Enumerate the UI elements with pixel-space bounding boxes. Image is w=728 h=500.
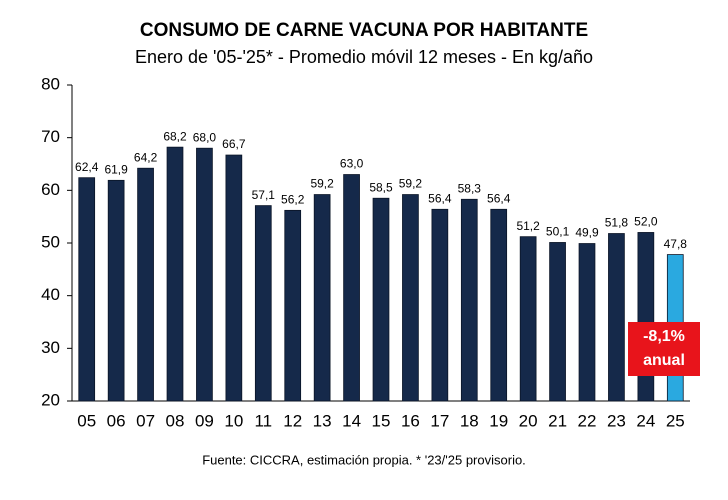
annotation-text: -8,1% (643, 328, 685, 345)
x-tick-label: 18 (460, 411, 479, 430)
x-tick-label: 10 (224, 411, 243, 430)
x-tick-label: 08 (166, 411, 185, 430)
y-tick-label: 30 (41, 338, 60, 357)
x-tick-label: 15 (372, 411, 391, 430)
x-tick-label: 16 (401, 411, 420, 430)
bar (372, 197, 390, 402)
value-label: 51,2 (516, 219, 540, 233)
chart-subtitle: Enero de '05-'25* - Promedio móvil 12 me… (135, 47, 593, 67)
x-tick-label: 20 (519, 411, 538, 430)
y-tick-label: 80 (41, 74, 60, 93)
x-tick-label: 13 (313, 411, 332, 430)
source-note: Fuente: CICCRA, estimación propia. * '23… (202, 452, 526, 467)
value-label: 51,8 (605, 216, 629, 230)
value-label: 59,2 (310, 177, 334, 191)
chart-title: CONSUMO DE CARNE VACUNA POR HABITANTE (140, 20, 588, 41)
x-tick-label: 24 (636, 411, 655, 430)
y-tick-label: 20 (41, 390, 60, 409)
x-tick-label: 19 (489, 411, 508, 430)
value-label: 47,8 (664, 237, 688, 251)
bar (313, 194, 331, 402)
bar (254, 205, 272, 402)
value-label: 57,1 (252, 188, 276, 202)
bar (578, 243, 596, 402)
bar (490, 208, 508, 402)
x-tick-label: 12 (283, 411, 302, 430)
x-tick-label: 22 (578, 411, 597, 430)
y-tick-label: 50 (41, 232, 60, 251)
value-label: 61,9 (104, 162, 128, 176)
x-tick-label: 17 (430, 411, 449, 430)
value-label: 68,0 (193, 130, 217, 144)
x-tick-label: 11 (254, 411, 272, 430)
value-label: 62,4 (75, 160, 99, 174)
bar (107, 179, 125, 402)
x-tick-label: 09 (195, 411, 214, 430)
x-tick-label: 14 (342, 411, 361, 430)
value-label: 58,3 (458, 181, 482, 195)
x-tick-label: 23 (607, 411, 626, 430)
bar (284, 209, 302, 402)
x-tick-label: 06 (107, 411, 126, 430)
bar (225, 154, 243, 402)
y-tick-label: 40 (41, 285, 60, 304)
bar (431, 208, 449, 402)
x-tick-label: 05 (77, 411, 96, 430)
bar (460, 198, 478, 402)
bar (608, 233, 625, 402)
value-label: 50,1 (546, 225, 570, 239)
value-label: 66,7 (222, 137, 246, 151)
value-label: 56,4 (487, 191, 511, 205)
annotation-box (628, 322, 700, 376)
x-tick-label: 21 (548, 411, 567, 430)
bar (343, 174, 360, 402)
bar (402, 194, 419, 402)
bar (137, 167, 154, 402)
bar (166, 146, 184, 402)
value-label: 63,0 (340, 157, 364, 171)
x-tick-label: 07 (136, 411, 155, 430)
value-label: 56,4 (428, 191, 452, 205)
annotation-text: anual (643, 352, 685, 369)
value-label: 58,5 (369, 180, 393, 194)
value-label: 49,9 (575, 226, 599, 240)
bar (78, 177, 96, 402)
value-label: 68,2 (163, 129, 187, 143)
bar (519, 236, 537, 402)
bar (196, 147, 213, 402)
y-tick-label: 60 (41, 180, 60, 199)
bar (549, 242, 566, 402)
value-label: 64,2 (134, 150, 158, 164)
y-tick-label: 70 (41, 127, 60, 146)
value-label: 56,2 (281, 193, 305, 207)
value-label: 59,2 (399, 177, 423, 191)
x-tick-label: 25 (666, 411, 685, 430)
value-label: 52,0 (634, 215, 658, 229)
